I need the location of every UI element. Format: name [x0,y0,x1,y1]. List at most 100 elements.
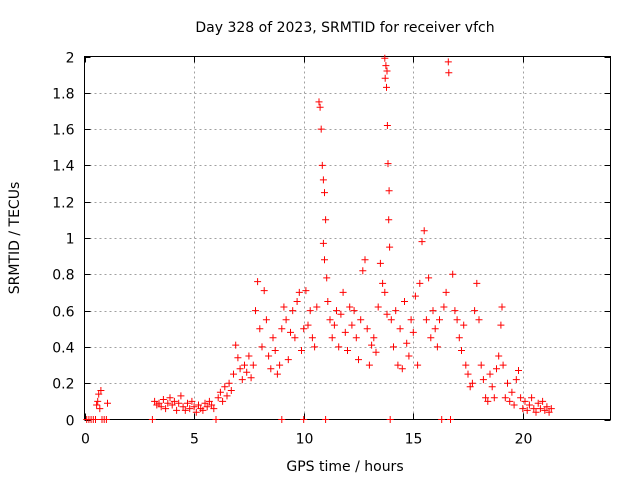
data-point [208,401,216,409]
y-tick-label: 0.2 [52,377,74,393]
data-point [95,390,103,398]
data-point [227,387,235,394]
data-point [339,288,347,296]
data-point [148,416,156,423]
data-point [453,316,461,324]
data-point [313,303,321,311]
y-tick-label: 0 [66,414,75,430]
data-point [271,347,279,354]
y-tick-label: 1.8 [52,87,74,103]
data-point [490,394,498,402]
data-point [504,379,511,387]
data-point [407,316,415,324]
data-point [192,408,200,416]
data-point [306,307,314,315]
data-point [97,387,105,394]
data-point [381,288,389,296]
data-point [341,328,349,336]
data-point [262,316,270,324]
data-point [256,325,264,333]
data-point [462,361,470,369]
data-point [188,397,196,405]
data-point [223,392,231,400]
data-point [497,321,505,329]
x-tick-label: 0 [81,432,90,448]
data-point [92,416,99,423]
data-point [382,62,390,70]
data-point [337,310,345,318]
data-point [436,316,443,324]
data-point [368,341,376,349]
data-point [484,397,492,405]
data-point [451,307,459,315]
data-point [267,365,275,373]
data-point [166,394,174,402]
y-tick-label: 1.4 [52,159,74,175]
data-point [291,334,299,342]
data-point [372,348,380,356]
data-point [205,397,213,405]
data-point [506,397,514,405]
data-point [304,321,312,329]
data-point [403,339,411,347]
data-point [159,396,167,403]
data-point [348,321,356,329]
data-point [321,256,328,264]
data-point [252,307,259,315]
data-point [517,394,525,402]
data-point [539,397,547,405]
data-point [471,307,479,315]
data-point [394,361,402,369]
data-point [300,325,308,333]
y-tick-label: 0.8 [52,268,74,284]
data-point [431,325,439,333]
data-point [238,376,246,384]
data-point [265,352,273,360]
data-point [186,405,194,413]
data-point [175,399,183,407]
data-point [212,416,220,423]
data-point [179,403,187,411]
data-point [488,383,496,391]
data-point [311,343,319,351]
data-point [493,365,500,373]
data-point [346,303,354,311]
data-point [420,227,428,235]
data-point [396,325,404,333]
data-point [383,122,391,129]
data-point [243,368,251,376]
axis-ticks: 00.20.40.60.811.21.41.61.820 5 10 15 20 [52,51,611,448]
data-point [298,347,305,354]
data-point [225,379,233,387]
data-point [510,401,518,409]
data-point [482,394,490,402]
data-point [468,379,476,387]
data-point [440,303,448,311]
x-tick-label: 20 [515,432,533,448]
data-point [93,401,101,409]
data-point [374,303,382,311]
data-point [384,160,392,168]
y-tick-label: 1 [66,232,75,248]
data-point [302,287,310,295]
data-point [512,376,520,384]
data-point [308,334,316,342]
data-point [385,216,393,224]
y-tick-label: 2 [66,51,75,67]
data-point [293,298,301,305]
data-point [295,288,303,296]
data-point [401,298,408,305]
data-point [102,416,110,423]
data-point [455,334,463,342]
data-point [429,307,437,315]
data-point [381,74,389,82]
data-point [387,316,395,324]
data-point [157,403,165,411]
data-point [326,316,334,324]
data-point [289,307,297,315]
data-point [545,408,553,416]
plot-frame [84,56,611,420]
data-point [201,399,209,407]
data-point [523,406,531,414]
data-point [365,361,373,369]
